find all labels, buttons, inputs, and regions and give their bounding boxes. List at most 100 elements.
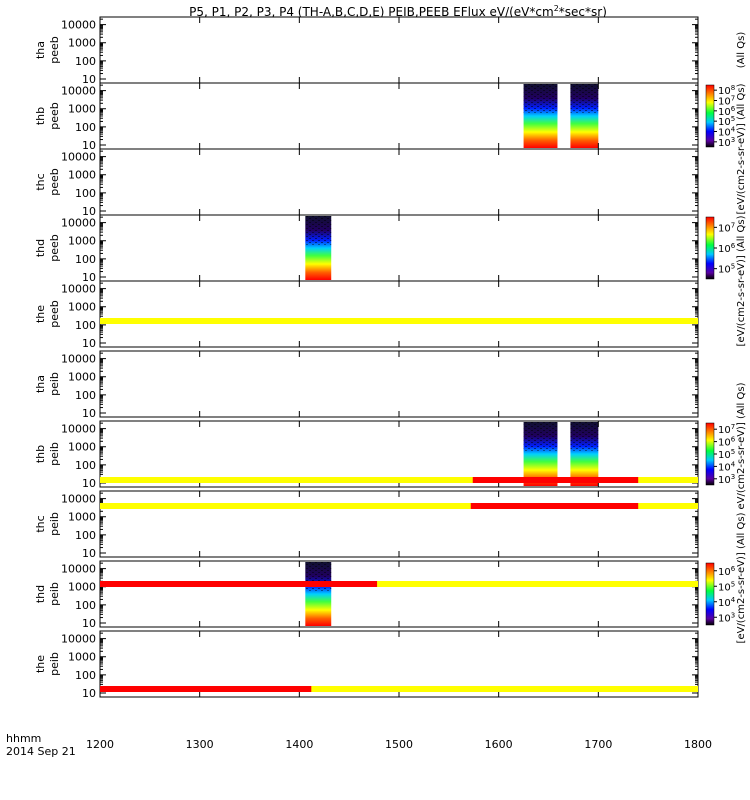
colorbar-tick-label: 105 [718,115,735,128]
y-tick-label: 1000 [68,581,96,594]
colorbar: 105 106 107 [705,216,736,280]
y-tick-label: 10 [82,477,96,490]
panel-label-product: peib [48,372,61,396]
spectrogram-burst-texture [523,422,558,451]
x-label-line1: hhmm [6,732,41,745]
panel-label-product: peeb [48,36,61,64]
panel-label-probe: the [34,305,47,323]
colorbar-tick-label: 105 [718,448,735,461]
y-tick-label: 1000 [68,169,96,182]
flag-bar-yellow [100,581,698,587]
flag-bar-yellow [100,503,698,509]
colorbar-tick-label: 103 [718,136,735,149]
y-tick-label: 100 [75,529,96,542]
y-tick-label: 10 [82,139,96,152]
colorbar-tick-label: 106 [718,565,736,578]
panel-thb_peeb: 10 100 1000 10000 thb peeb [34,82,699,152]
x-tick-label: 1400 [285,738,313,751]
y-tick-label: 1000 [68,371,96,384]
spectrogram-burst-texture [570,422,599,451]
flag-bar-yellow [100,686,698,692]
y-tick-label: 10 [82,337,96,350]
colorbar: 103 104 105 106 [705,562,736,626]
panel-frame [99,350,699,418]
colorbar-label: [eV/(cm2-s-sr-eV)] (All Qs) [736,512,747,643]
y-tick-label: 10 [82,73,96,86]
y-tick-label: 10 [82,687,96,700]
y-tick-label: 10000 [61,563,96,576]
y-tick-label: 10000 [61,353,96,366]
flag-bar-red [470,503,639,509]
flag-bar-red [100,686,312,692]
panel-thd_peib: 10 100 1000 10000 thd peib [34,560,699,630]
y-tick-label: 1000 [68,301,96,314]
colorbar-tick-label: 107 [718,95,735,108]
panel-label-product: peeb [48,168,61,196]
panel-label-product: peib [48,442,61,466]
panel-the_peeb: 10 100 1000 10000 the peeb [34,280,699,350]
panel-label-product: peib [48,582,61,606]
panel-tha_peib: 10 100 1000 10000 tha peib [34,350,699,420]
colorbar-gradient [705,216,715,280]
panel-label-probe: thd [34,585,47,603]
flag-bar-red [472,477,639,483]
y-tick-label: 10000 [61,423,96,436]
x-tick-label: 1700 [584,738,612,751]
y-tick-label: 100 [75,55,96,68]
panel-label-probe: thb [34,445,47,463]
y-tick-label: 1000 [68,103,96,116]
panel-label-product: peib [48,652,61,676]
panel-label-probe: tha [34,375,47,393]
panel-label-product: peeb [48,102,61,130]
colorbar-gradient [705,422,715,486]
colorbar-tick-label: 108 [718,84,735,97]
spectrogram-burst-texture [570,84,599,113]
y-tick-label: 10000 [61,151,96,164]
panel-frame [99,280,699,348]
colorbar-tick-label: 104 [718,596,736,609]
y-tick-label: 10 [82,205,96,218]
colorbar-tick-label: 103 [718,611,735,624]
y-tick-label: 100 [75,669,96,682]
y-tick-label: 100 [75,389,96,402]
figure-title: P5, P1, P2, P3, P4 (TH-A,B,C,D,E) PEIB,P… [189,4,607,19]
y-tick-label: 1000 [68,651,96,664]
panel-label-probe: the [34,655,47,673]
panel-thc_peib: 10 100 1000 10000 thc peib [34,490,699,560]
y-tick-label: 10 [82,407,96,420]
colorbar-tick-label: 107 [718,221,735,234]
y-tick-label: 100 [75,599,96,612]
y-tick-label: 10000 [61,85,96,98]
spectrogram-burst-texture [305,216,332,245]
panel-frame [99,148,699,216]
y-tick-label: 100 [75,253,96,266]
colorbar-label: [eV/(cm2-s-sr-eV)] (All Qs) [736,83,747,214]
colorbar-tick-label: 106 [718,242,736,255]
x-tick-label: 1200 [86,738,114,751]
y-tick-label: 10000 [61,633,96,646]
spectrogram-burst-texture [523,84,558,113]
panel-frame [99,560,699,628]
colorbar-gradient [705,84,715,148]
x-tick-label: 1800 [684,738,712,751]
x-tick-label: 1600 [485,738,513,751]
panel-label-probe: tha [34,41,47,59]
y-tick-label: 10000 [61,283,96,296]
x-axis: 1200 1300 1400 1500 1600 1700 1800 [86,738,712,751]
flag-bar-yellow [100,477,698,483]
colorbar-tick-label: 105 [718,580,735,593]
panel-thc_peeb: 10 100 1000 10000 thc peeb [34,148,699,218]
y-tick-label: 1000 [68,235,96,248]
x-tick-label: 1500 [385,738,413,751]
panel-tha_peeb: 10 100 1000 10000 tha peeb [34,16,699,86]
colorbar-label: eV/(cm2-s-sr-eV)] (All Qs) [736,382,747,509]
panel-label-probe: thd [34,239,47,257]
y-tick-label: 100 [75,459,96,472]
y-tick-label: 100 [75,121,96,134]
y-tick-label: 10000 [61,19,96,32]
colorbar-label: (All Qs) [736,32,747,69]
panel-frame [99,490,699,558]
